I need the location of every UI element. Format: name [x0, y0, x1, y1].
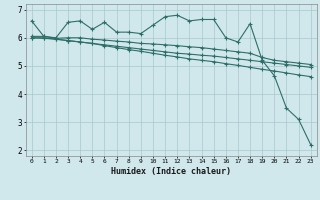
X-axis label: Humidex (Indice chaleur): Humidex (Indice chaleur): [111, 167, 231, 176]
